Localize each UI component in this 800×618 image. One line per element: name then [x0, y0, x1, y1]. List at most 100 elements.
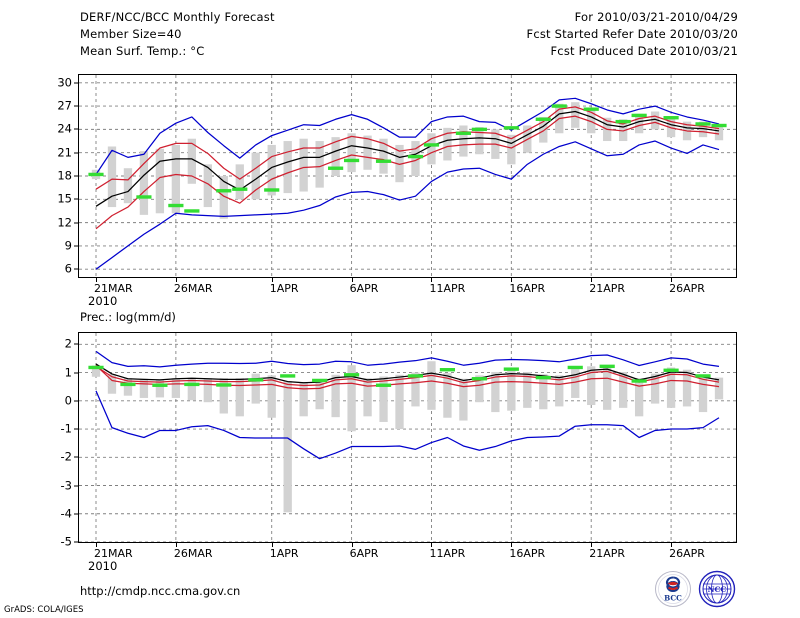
precipitation-ytick-mark [74, 485, 79, 486]
surface-temperature-xtick-label: 1APR [269, 282, 299, 295]
precipitation-lower-quartile [95, 365, 720, 387]
surface-temperature-ytick-label: 9 [64, 238, 72, 253]
precipitation-xtick-mark [271, 542, 273, 547]
precipitation-ytick-mark [74, 541, 79, 543]
surface-temperature-lower-quartile [95, 115, 720, 230]
surface-temperature-ytick-mark [74, 245, 79, 247]
precipitation-xtick-label: 1APR [269, 547, 299, 560]
surface-temperature-ensemble-min [95, 140, 720, 270]
temp-year-label: 2010 [88, 294, 118, 308]
precipitation-xtick-mark [431, 542, 433, 547]
surface-temperature-ytick-label: 18 [57, 168, 72, 183]
precipitation-xtick-label: 26MAR [173, 547, 213, 560]
precipitation-ytick-label: -3 [60, 477, 72, 492]
surface-temperature-xtick-label: 21APR [589, 282, 626, 295]
surface-temperature-xtick-label: 26APR [669, 282, 705, 295]
precipitation-xtick-label: 6APR [349, 547, 379, 560]
precipitation-upper-quartile [95, 365, 720, 390]
surface-temperature-xtick-label: 26MAR [173, 282, 213, 295]
variable-label: Mean Surf. Temp.: °C [80, 44, 205, 58]
grads-credit: GrADS: COLA/IGES [4, 605, 84, 615]
surface-temperature-ensemble-max [95, 97, 720, 175]
precipitation-xtick-label: 21APR [589, 547, 626, 560]
surface-temperature-xtick-mark [271, 277, 273, 282]
surface-temperature-upper-quartile [95, 106, 720, 190]
precipitation-ytick-label: 1 [64, 364, 72, 379]
surface-temperature-ytick-label: 24 [57, 121, 72, 136]
bcc-logo: BCC [654, 570, 692, 608]
precipitation-ytick-label: 0 [64, 393, 72, 408]
prec-year-label: 2010 [88, 559, 118, 573]
surface-temperature-xtick-label: 21MAR [94, 282, 133, 295]
surface-temperature-xtick-mark [96, 277, 97, 282]
ensemble-spread [91, 102, 724, 219]
surface-temperature-ensemble-mean [95, 110, 720, 207]
surface-temperature-ytick-label: 12 [57, 214, 72, 229]
precipitation-plot-area [79, 333, 736, 542]
surface-temperature-xtick-mark [591, 277, 593, 282]
surface-temperature-ytick-mark [74, 198, 79, 200]
precipitation-ytick-mark [74, 513, 79, 515]
forecast-started-label: Fcst Started Refer Date 2010/03/20 [526, 27, 738, 41]
precipitation-ytick-mark [74, 456, 79, 458]
surface-temperature-ytick-mark [74, 175, 79, 177]
surface-temperature-ytick-mark [74, 152, 79, 154]
precipitation-xtick-label: 16APR [509, 547, 546, 560]
surface-temperature-ytick-mark [74, 128, 79, 130]
precipitation-xtick-mark [511, 542, 513, 547]
svg-text:NCC: NCC [708, 585, 727, 594]
precipitation-xtick-label: 21MAR [94, 547, 133, 560]
precipitation-ensemble-min [95, 390, 720, 460]
forecast-range-label: For 2010/03/21-2010/04/29 [574, 10, 738, 24]
website-url[interactable]: http://cmdp.ncc.cma.gov.cn [80, 584, 241, 598]
precipitation-xtick-mark [671, 542, 673, 547]
surface-temperature-ytick-mark [74, 222, 79, 224]
surface-temperature-ytick-label: 15 [57, 191, 72, 206]
surface-temperature-ytick-mark [74, 268, 79, 270]
precipitation-plot-panel: -5 -4 -3 -2 -1 0 1 2 21MAR 26MAR 1APR 6APR 11APR 16AP… [61, 332, 737, 559]
precipitation-xtick-label: 11APR [429, 547, 466, 560]
precipitation-xtick-label: 26APR [669, 547, 705, 560]
precipitation-ytick-label: 2 [64, 336, 72, 351]
prec-axis-title: Prec.: log(mm/d) [80, 310, 176, 324]
surface-temperature-ytick-label: 6 [64, 261, 72, 276]
precipitation-xtick-mark [351, 542, 353, 547]
precipitation-xtick-mark [591, 542, 593, 547]
ensemble-spread [91, 361, 724, 513]
ncc-logo: NCC [698, 570, 736, 608]
precipitation-ytick-label: -5 [60, 534, 72, 549]
surface-temperature-svg [79, 75, 736, 277]
surface-temperature-ytick-label: 30 [57, 75, 72, 90]
surface-temperature-xtick-mark [671, 277, 673, 282]
agency-logos: BCC NCC [654, 570, 738, 608]
precipitation-ensemble-mean [95, 363, 720, 384]
precipitation-svg [79, 333, 736, 542]
precipitation-ytick-mark [74, 428, 79, 430]
precipitation-xtick-mark [175, 542, 177, 547]
precipitation-ytick-label: -4 [60, 506, 72, 520]
surface-temperature-xtick-label: 11APR [429, 282, 466, 295]
surface-temperature-ytick-label: 27 [57, 98, 72, 113]
surface-temperature-xtick-mark [351, 277, 353, 282]
surface-temperature-ytick-mark [74, 82, 79, 84]
precipitation-ytick-mark [74, 343, 79, 345]
precipitation-ytick-label: -2 [60, 449, 72, 464]
surface-temperature-xtick-label: 16APR [509, 282, 546, 295]
surface-temperature-xtick-mark [431, 277, 433, 282]
forecast-produced-label: Fcst Produced Date 2010/03/21 [550, 44, 738, 58]
surface-temperature-observed-climatology [88, 104, 727, 213]
precipitation-ytick-label: -1 [60, 421, 72, 436]
precipitation-xtick-mark [96, 542, 97, 547]
precipitation-ytick-mark [74, 400, 79, 402]
temperature-plot-panel: 6 9 12 15 18 21 24 27 30 21MAR 26MAR 1APR 6APR 11APR 1… [57, 74, 737, 294]
precipitation-observed-climatology [88, 364, 711, 387]
member-size-label: Member Size=40 [80, 27, 182, 41]
surface-temperature-xtick-label: 6APR [349, 282, 379, 295]
surface-temperature-ytick-label: 21 [57, 144, 72, 159]
page-title: DERF/NCC/BCC Monthly Forecast [80, 10, 275, 24]
surface-temperature-xtick-mark [175, 277, 177, 282]
surface-temperature-xtick-mark [511, 277, 513, 282]
temperature-plot-area [79, 75, 736, 277]
svg-text:BCC: BCC [664, 594, 682, 603]
